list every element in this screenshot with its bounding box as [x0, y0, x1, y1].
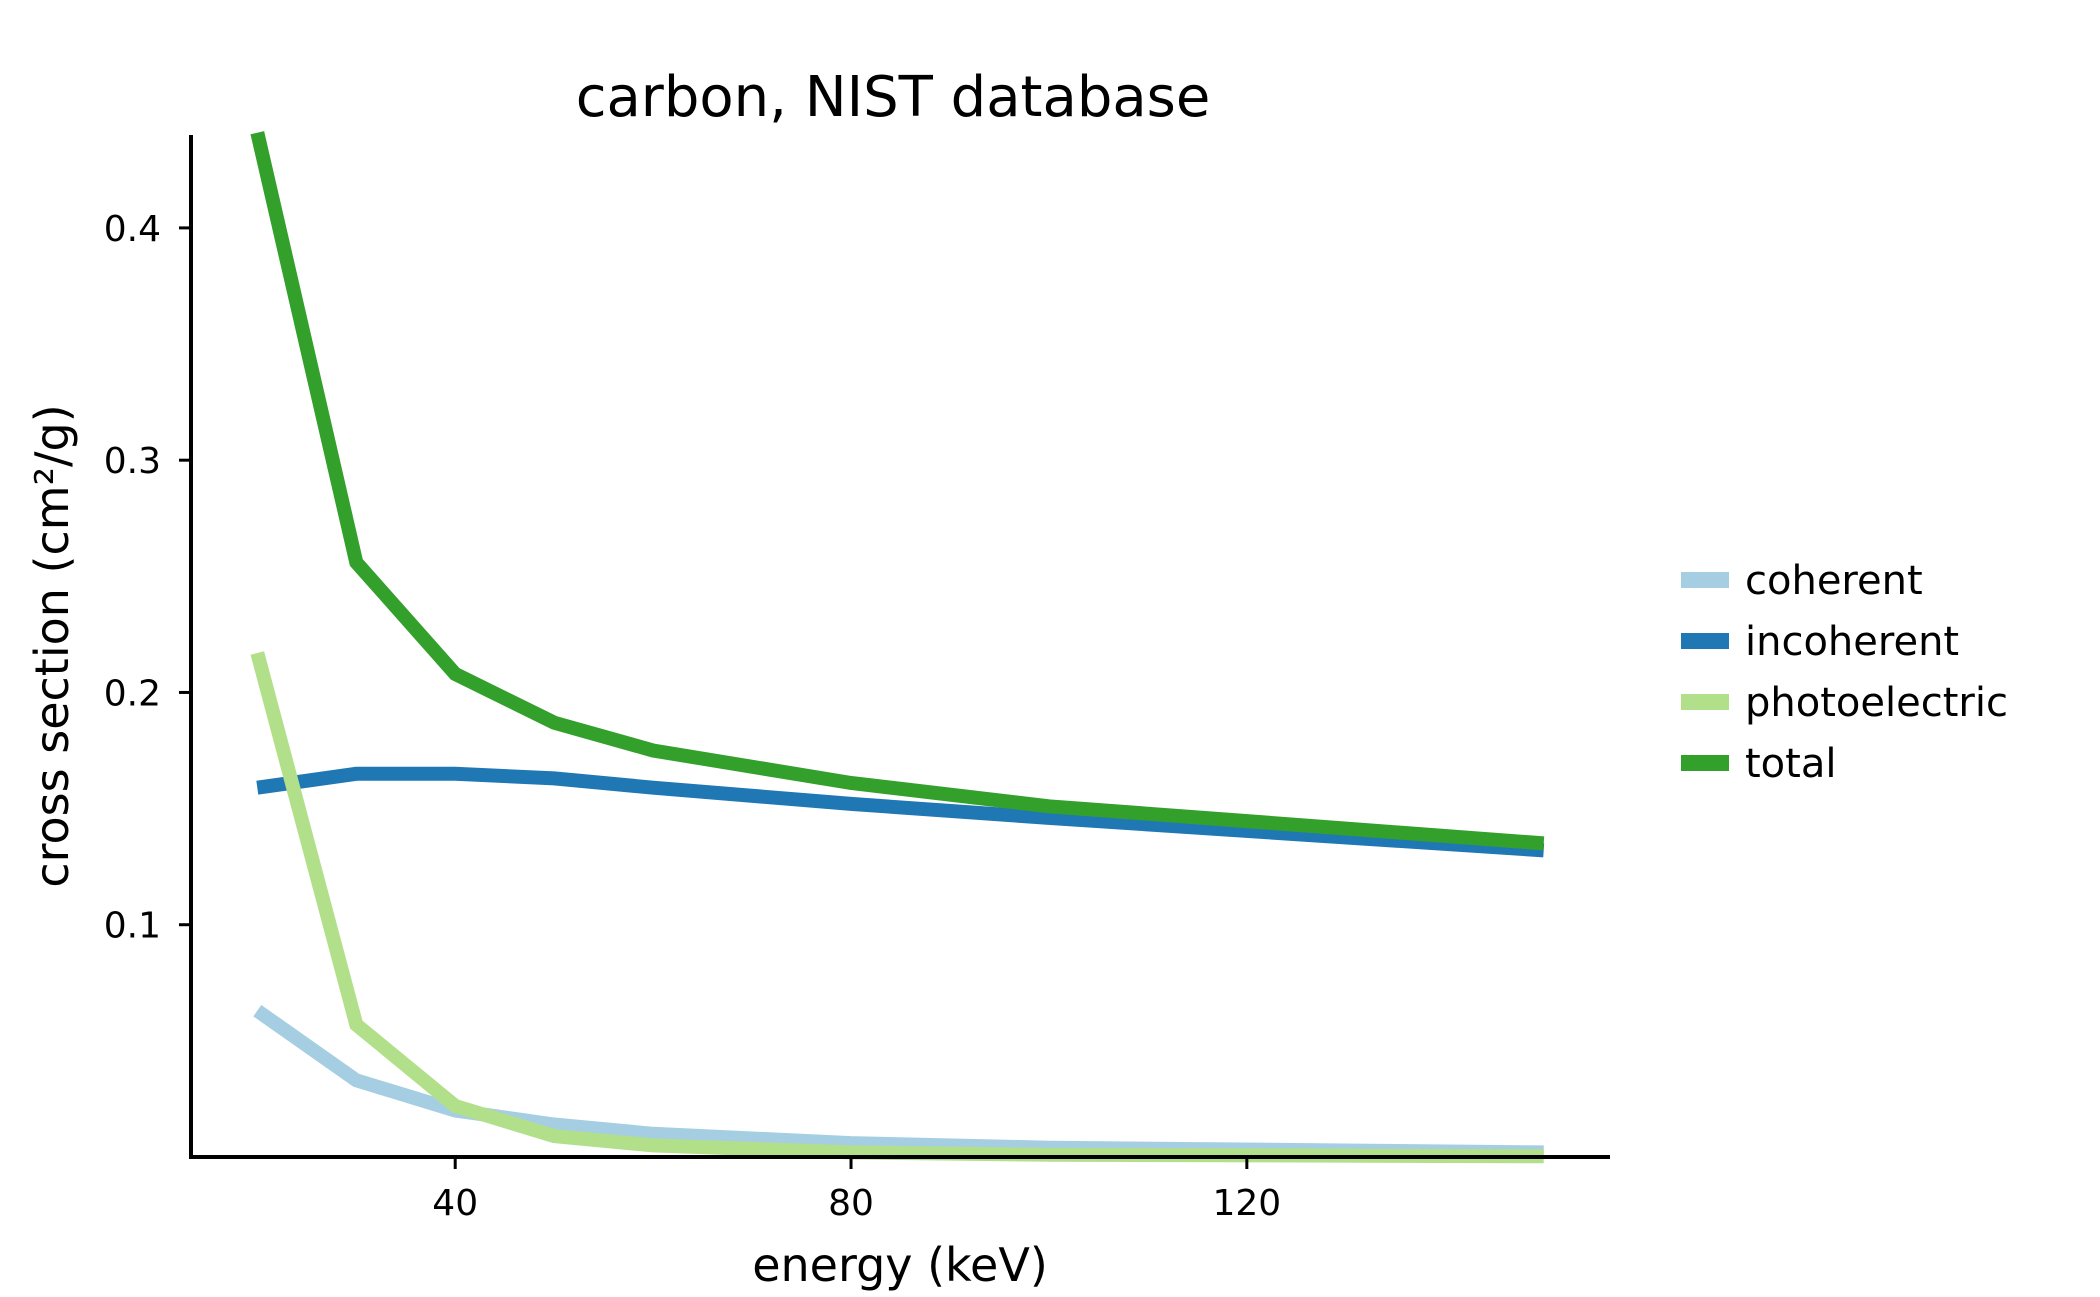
y-axis-label: cross section (cm²/g) — [25, 404, 79, 887]
y-tick-label: 0.3 — [104, 441, 161, 482]
x-axis-label: energy (keV) — [752, 1238, 1048, 1292]
x-tick-label: 40 — [432, 1183, 478, 1224]
chart-title: carbon, NIST database — [576, 65, 1211, 130]
x-tick-label: 80 — [828, 1183, 874, 1224]
x-tick-label: 120 — [1212, 1183, 1281, 1224]
y-tick-label: 0.2 — [104, 673, 161, 714]
x-ticks: 40 80 120 — [432, 1157, 1281, 1224]
series-line-coherent — [253, 1004, 1544, 1160]
axes — [189, 135, 1610, 1159]
y-tick-label: 0.4 — [104, 209, 161, 250]
series-line-incoherent — [256, 766, 1545, 858]
y-ticks: 0.1 0.2 0.3 0.4 — [104, 209, 191, 947]
series-line-photoelectric — [250, 651, 1544, 1164]
legend-label-coherent: coherent — [1745, 558, 1923, 604]
legend-label-total: total — [1745, 741, 1836, 787]
legend-label-photoelectric: photoelectric — [1745, 680, 2008, 726]
y-tick-label: 0.1 — [104, 906, 161, 947]
legend: coherent incoherent photoelectric total — [1681, 558, 2008, 787]
legend-label-incoherent: incoherent — [1745, 619, 1959, 665]
series-line-total — [250, 131, 1545, 851]
series-group — [250, 131, 1545, 1164]
